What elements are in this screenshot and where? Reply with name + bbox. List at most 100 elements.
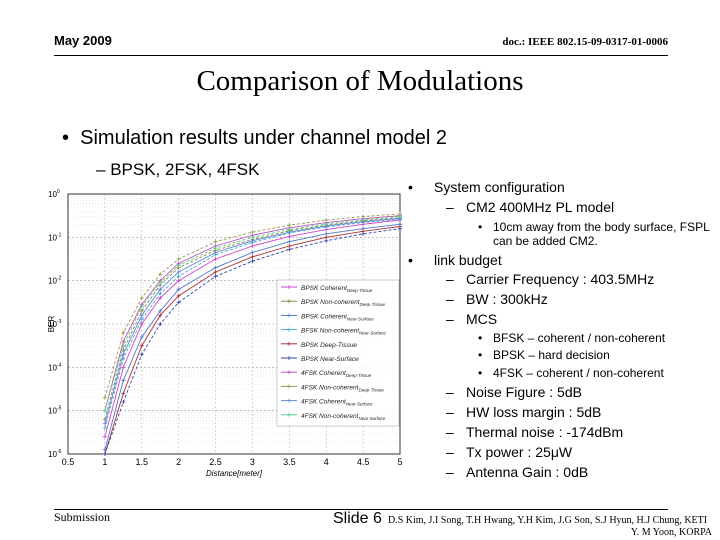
y-tick-label: 10-1 <box>48 232 62 242</box>
data-point <box>287 227 292 232</box>
x-tick-label: 2 <box>176 457 181 467</box>
data-point <box>158 309 163 313</box>
data-point <box>139 296 144 300</box>
bullet-level2: – BPSK, 2FSK, 4FSK <box>96 160 260 179</box>
mcs-4fsk: 4FSK – coherent / non-coherent <box>493 366 664 380</box>
data-point <box>158 313 163 318</box>
data-point <box>213 250 218 255</box>
footer-slide-number: Slide 6 <box>333 510 382 527</box>
legend-entry-subscript: Near-Surface <box>358 416 385 421</box>
data-point <box>176 287 181 292</box>
data-point <box>213 239 218 244</box>
data-point <box>102 426 107 430</box>
data-point <box>250 254 255 259</box>
legend-entry-name: BPSK Deep-Tissue <box>301 342 357 349</box>
data-point <box>139 313 144 318</box>
data-point <box>121 339 126 344</box>
y-tick-base: 10 <box>48 190 57 199</box>
x-tick-label: 3 <box>250 457 255 467</box>
y-tick-base: 10 <box>48 407 57 416</box>
dash: – <box>446 404 454 420</box>
legend-marker <box>287 412 291 417</box>
mcs-bpsk: BPSK – hard decision <box>493 348 610 362</box>
item-noise-figure: Noise Figure : 5dB <box>466 384 582 400</box>
legend-entry: 4FSK Non-coherentDeep-Tissue <box>301 384 384 392</box>
header-doc-id: doc.: IEEE 802.15-09-0317-01-0006 <box>502 36 668 48</box>
item-carrier-frequency: Carrier Frequency : 403.5MHz <box>466 271 655 287</box>
data-point <box>176 257 181 261</box>
header-rule <box>54 55 668 56</box>
footer-rule <box>54 509 668 510</box>
sub-bullet-dot: • <box>478 366 483 380</box>
data-point <box>176 263 181 268</box>
data-point <box>250 259 255 264</box>
data-point <box>361 214 366 219</box>
y-tick-base: 10 <box>48 277 57 286</box>
legend-entry-name: BPSK Coherent <box>301 285 348 292</box>
data-point <box>121 348 126 352</box>
data-point <box>287 234 292 239</box>
item-mcs: MCS <box>466 311 498 327</box>
y-tick-base: 10 <box>48 363 57 372</box>
x-tick-label: 0.5 <box>62 457 75 467</box>
data-point <box>158 291 163 296</box>
y-tick-exponent: -2 <box>57 276 62 282</box>
data-point <box>102 434 107 439</box>
bullet-level2-text: BPSK, 2FSK, 4FSK <box>110 160 260 179</box>
footer-submission: Submission <box>54 510 111 524</box>
dash: – <box>446 311 454 327</box>
header-date: May 2009 <box>54 33 112 48</box>
sub-bullet-dot: • <box>478 331 483 345</box>
dash: – <box>446 271 454 287</box>
x-tick-label: 4.5 <box>357 457 370 467</box>
x-tick-label: 3.5 <box>283 457 296 467</box>
dash: – <box>446 424 454 440</box>
legend-entry-name: 4FSK Non-coherent <box>301 384 360 391</box>
plot-frame <box>67 193 401 455</box>
bullet-dot: • <box>408 252 413 268</box>
data-point <box>361 218 366 222</box>
legend-entry: BPSK Deep-Tissue <box>301 342 357 349</box>
legend-entry: 4FSK Non-coherentNear-Surface <box>301 413 386 421</box>
legend-marker <box>287 341 291 346</box>
legend-entry-name: BPSK Coherent <box>301 313 348 320</box>
x-tick-label: 1 <box>102 457 107 467</box>
footer-authors-line1: D.S Kim, J.I Song, T.H Hwang, Y.H Kim, J… <box>388 515 708 526</box>
legend-marker <box>287 285 291 289</box>
y-tick-base: 10 <box>48 320 57 329</box>
legend-entry-subscript: Near-Surface <box>359 331 386 336</box>
data-point <box>139 335 144 339</box>
item-antenna-gain: Antenna Gain : 0dB <box>466 464 589 480</box>
legend-entry-name: 4FSK Coherent <box>301 399 347 406</box>
legend-entry: BFSK Non-coherentNear-Surface <box>301 328 386 336</box>
data-point <box>324 221 329 226</box>
data-point <box>158 296 163 300</box>
dash: – <box>446 291 454 307</box>
y-tick-label: 10-4 <box>48 362 62 372</box>
y-tick-exponent: -6 <box>57 449 62 455</box>
y-tick-exponent: -4 <box>57 362 62 368</box>
system-config-heading: System configuration <box>434 179 565 195</box>
legend-entry-name: 4FSK Coherent <box>301 370 347 377</box>
data-point <box>213 246 218 251</box>
data-point <box>121 343 126 348</box>
data-point <box>139 352 144 357</box>
legend-marker <box>287 327 291 332</box>
y-tick-exponent: -1 <box>57 232 62 238</box>
data-point <box>139 309 144 313</box>
data-point <box>250 250 255 255</box>
legend-marker <box>287 356 291 360</box>
data-point <box>250 238 255 243</box>
sub-bullet-dot: • <box>478 220 483 234</box>
legend-entry: 4FSK CoherentDeep-Tissue <box>301 370 372 378</box>
cm2-model: CM2 400MHz PL model <box>466 199 615 215</box>
y-tick-label: 10-3 <box>48 319 62 329</box>
legend-entry-name: BPSK Near-Surface <box>301 356 359 363</box>
x-tick-label: 4 <box>324 457 329 467</box>
data-point <box>287 247 292 252</box>
data-point <box>324 218 329 222</box>
x-tick-label: 2.5 <box>209 457 222 467</box>
data-point <box>361 231 366 236</box>
data-point <box>176 270 181 274</box>
data-point <box>158 280 163 285</box>
